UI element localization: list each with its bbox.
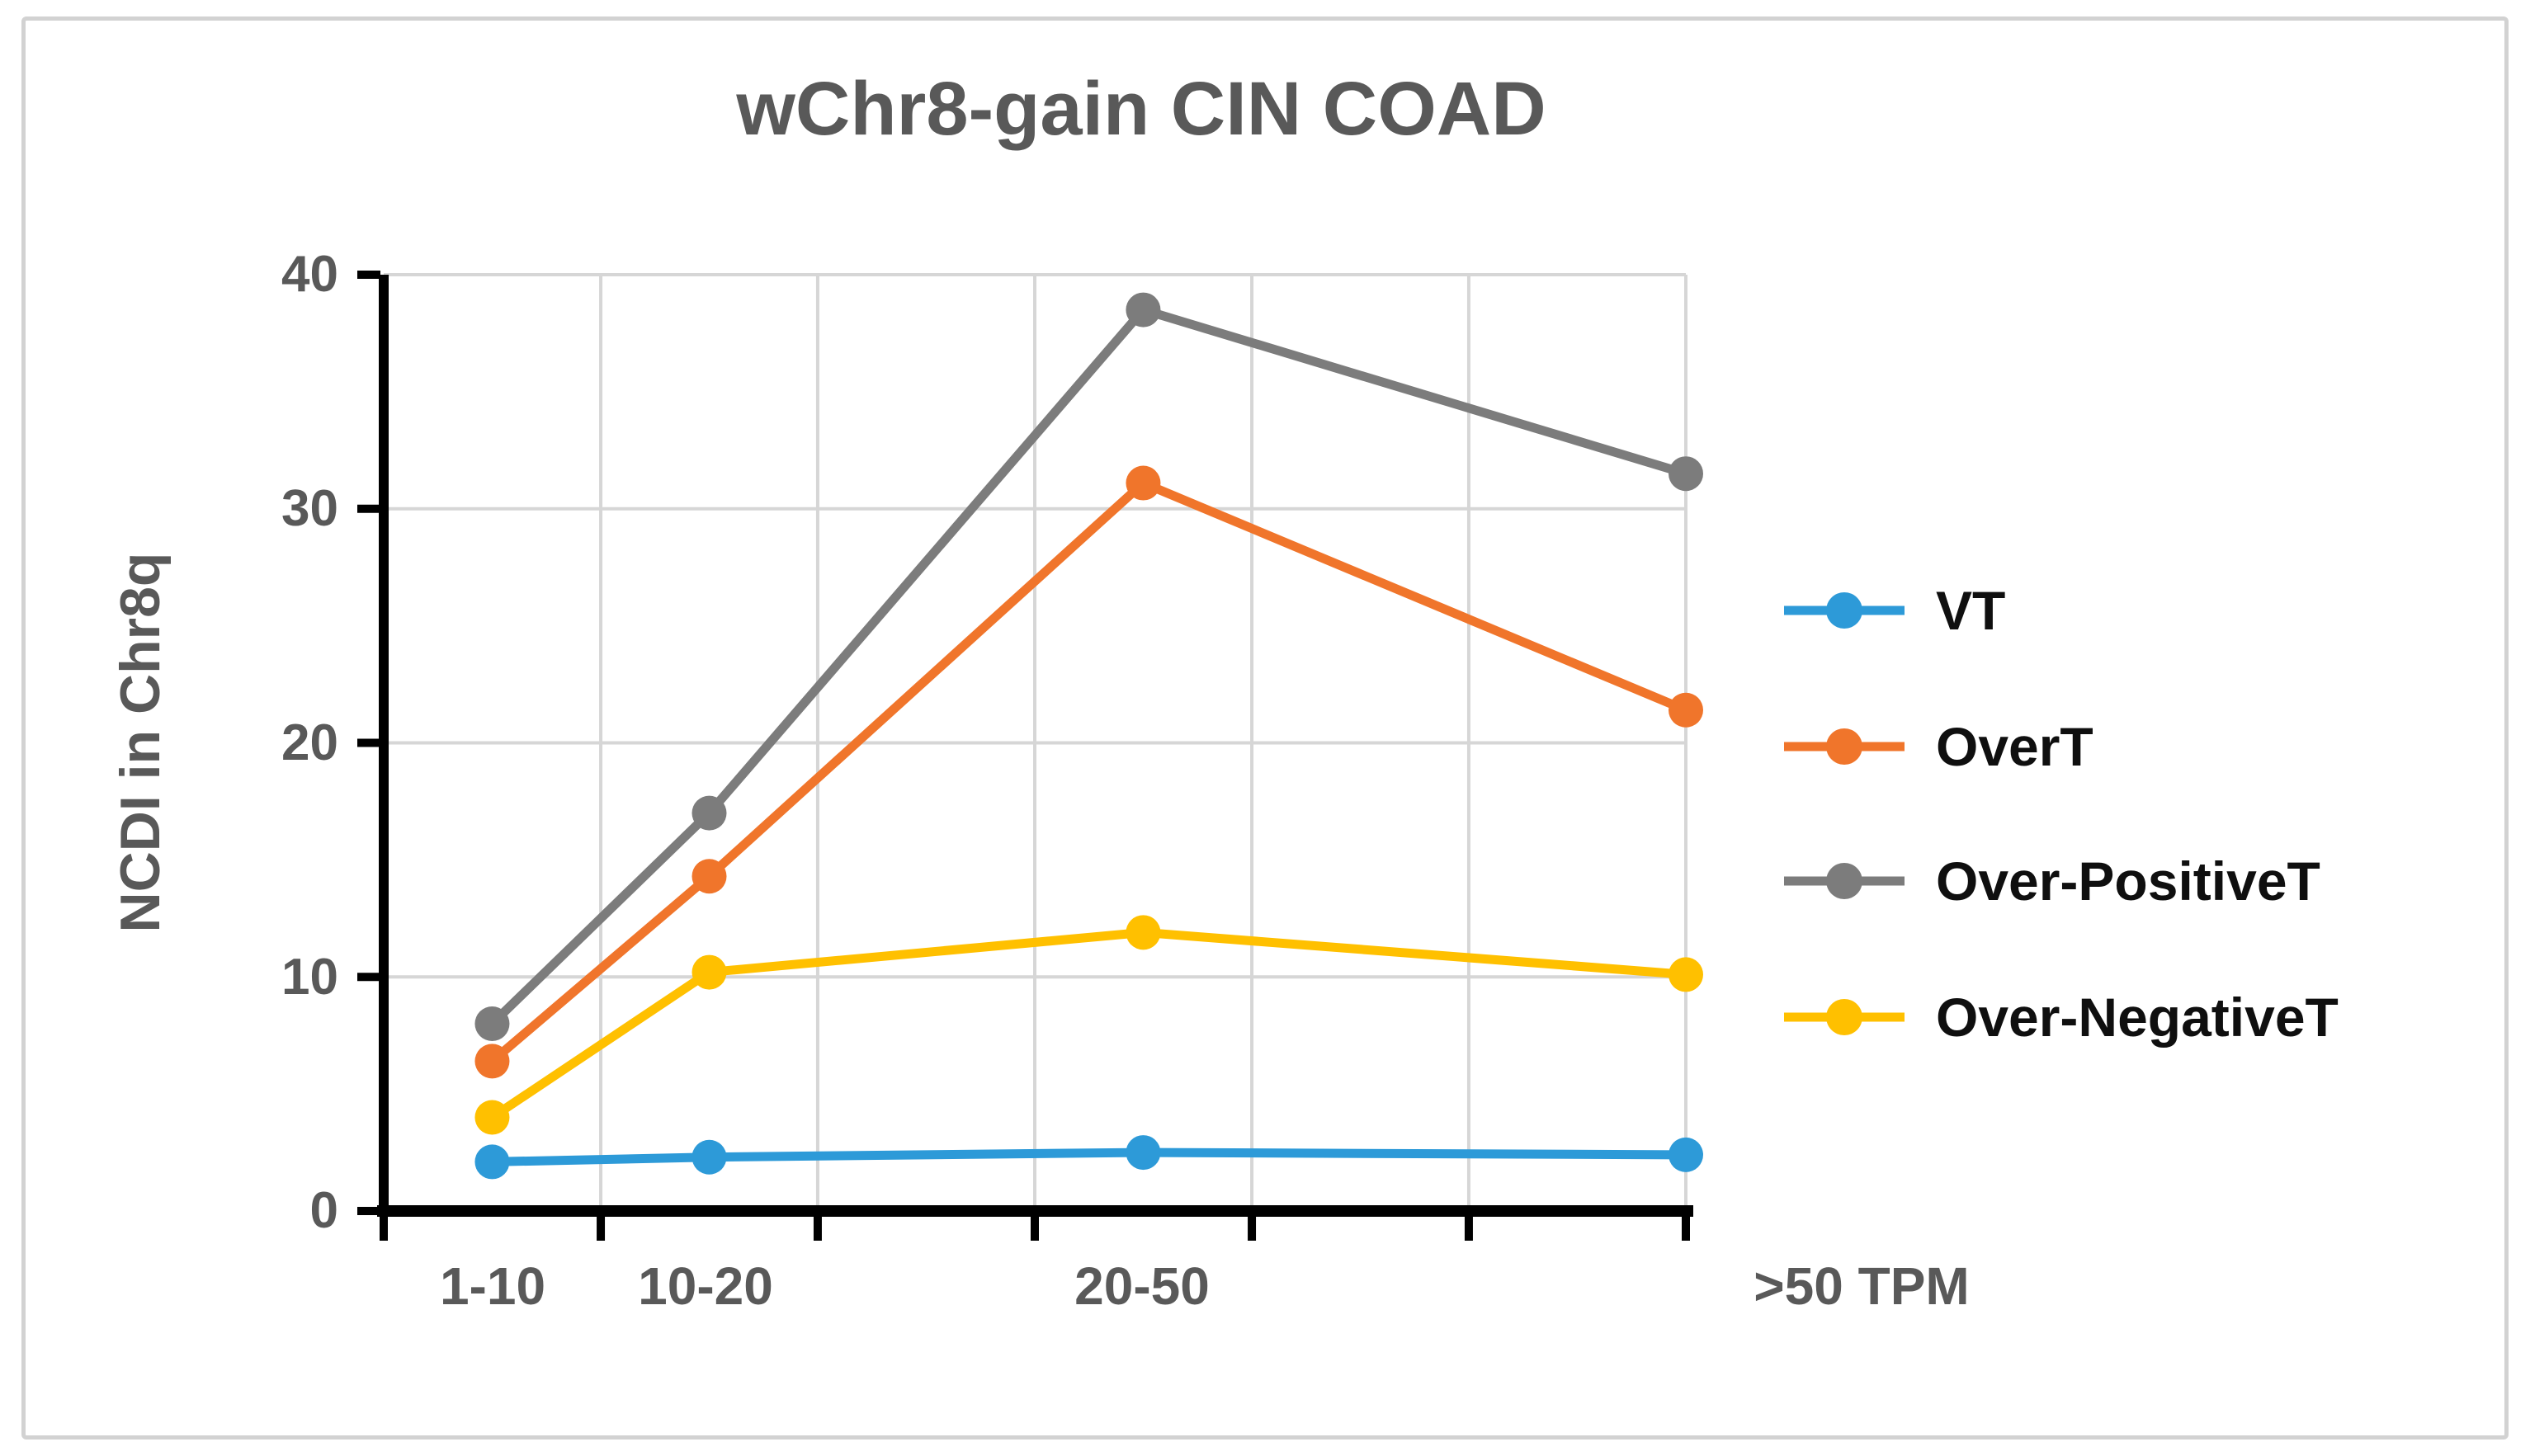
x-tick-label-10-20: 10-20	[638, 1256, 773, 1316]
legend-item-vt: VT	[1782, 582, 2005, 639]
legend-marker-overt-icon	[1784, 728, 1905, 765]
y-tick-label-30: 30	[281, 480, 338, 537]
legend-label-over-positivet: Over-PositiveT	[1936, 851, 2320, 912]
y-tick-label-10: 10	[281, 949, 338, 1006]
y-tick-label-0: 0	[309, 1182, 338, 1239]
y-tick-label-20: 20	[281, 714, 338, 771]
legend-marker-over-negativet-icon	[1784, 999, 1905, 1035]
legend-item-over-negativet: Over-NegativeT	[1782, 988, 2339, 1046]
x-tick-label-gt50-tpm: >50 TPM	[1754, 1256, 1970, 1316]
legend-label-over-negativet: Over-NegativeT	[1936, 987, 2339, 1048]
legend-label-vt: VT	[1936, 580, 2006, 641]
legend-item-over-positivet: Over-PositiveT	[1782, 852, 2320, 910]
legend-marker-vt-icon	[1784, 592, 1905, 629]
legend-label-overt: OverT	[1936, 716, 2093, 777]
figure-border	[21, 16, 2509, 1440]
y-tick-label-40: 40	[281, 246, 338, 303]
chart-title: wChr8-gain CIN COAD	[736, 67, 1546, 151]
x-tick-label-1-10: 1-10	[439, 1256, 546, 1316]
legend-item-overt: OverT	[1782, 718, 2093, 775]
legend-marker-over-positivet-icon	[1784, 863, 1905, 899]
x-tick-label-20-50: 20-50	[1074, 1256, 1210, 1316]
